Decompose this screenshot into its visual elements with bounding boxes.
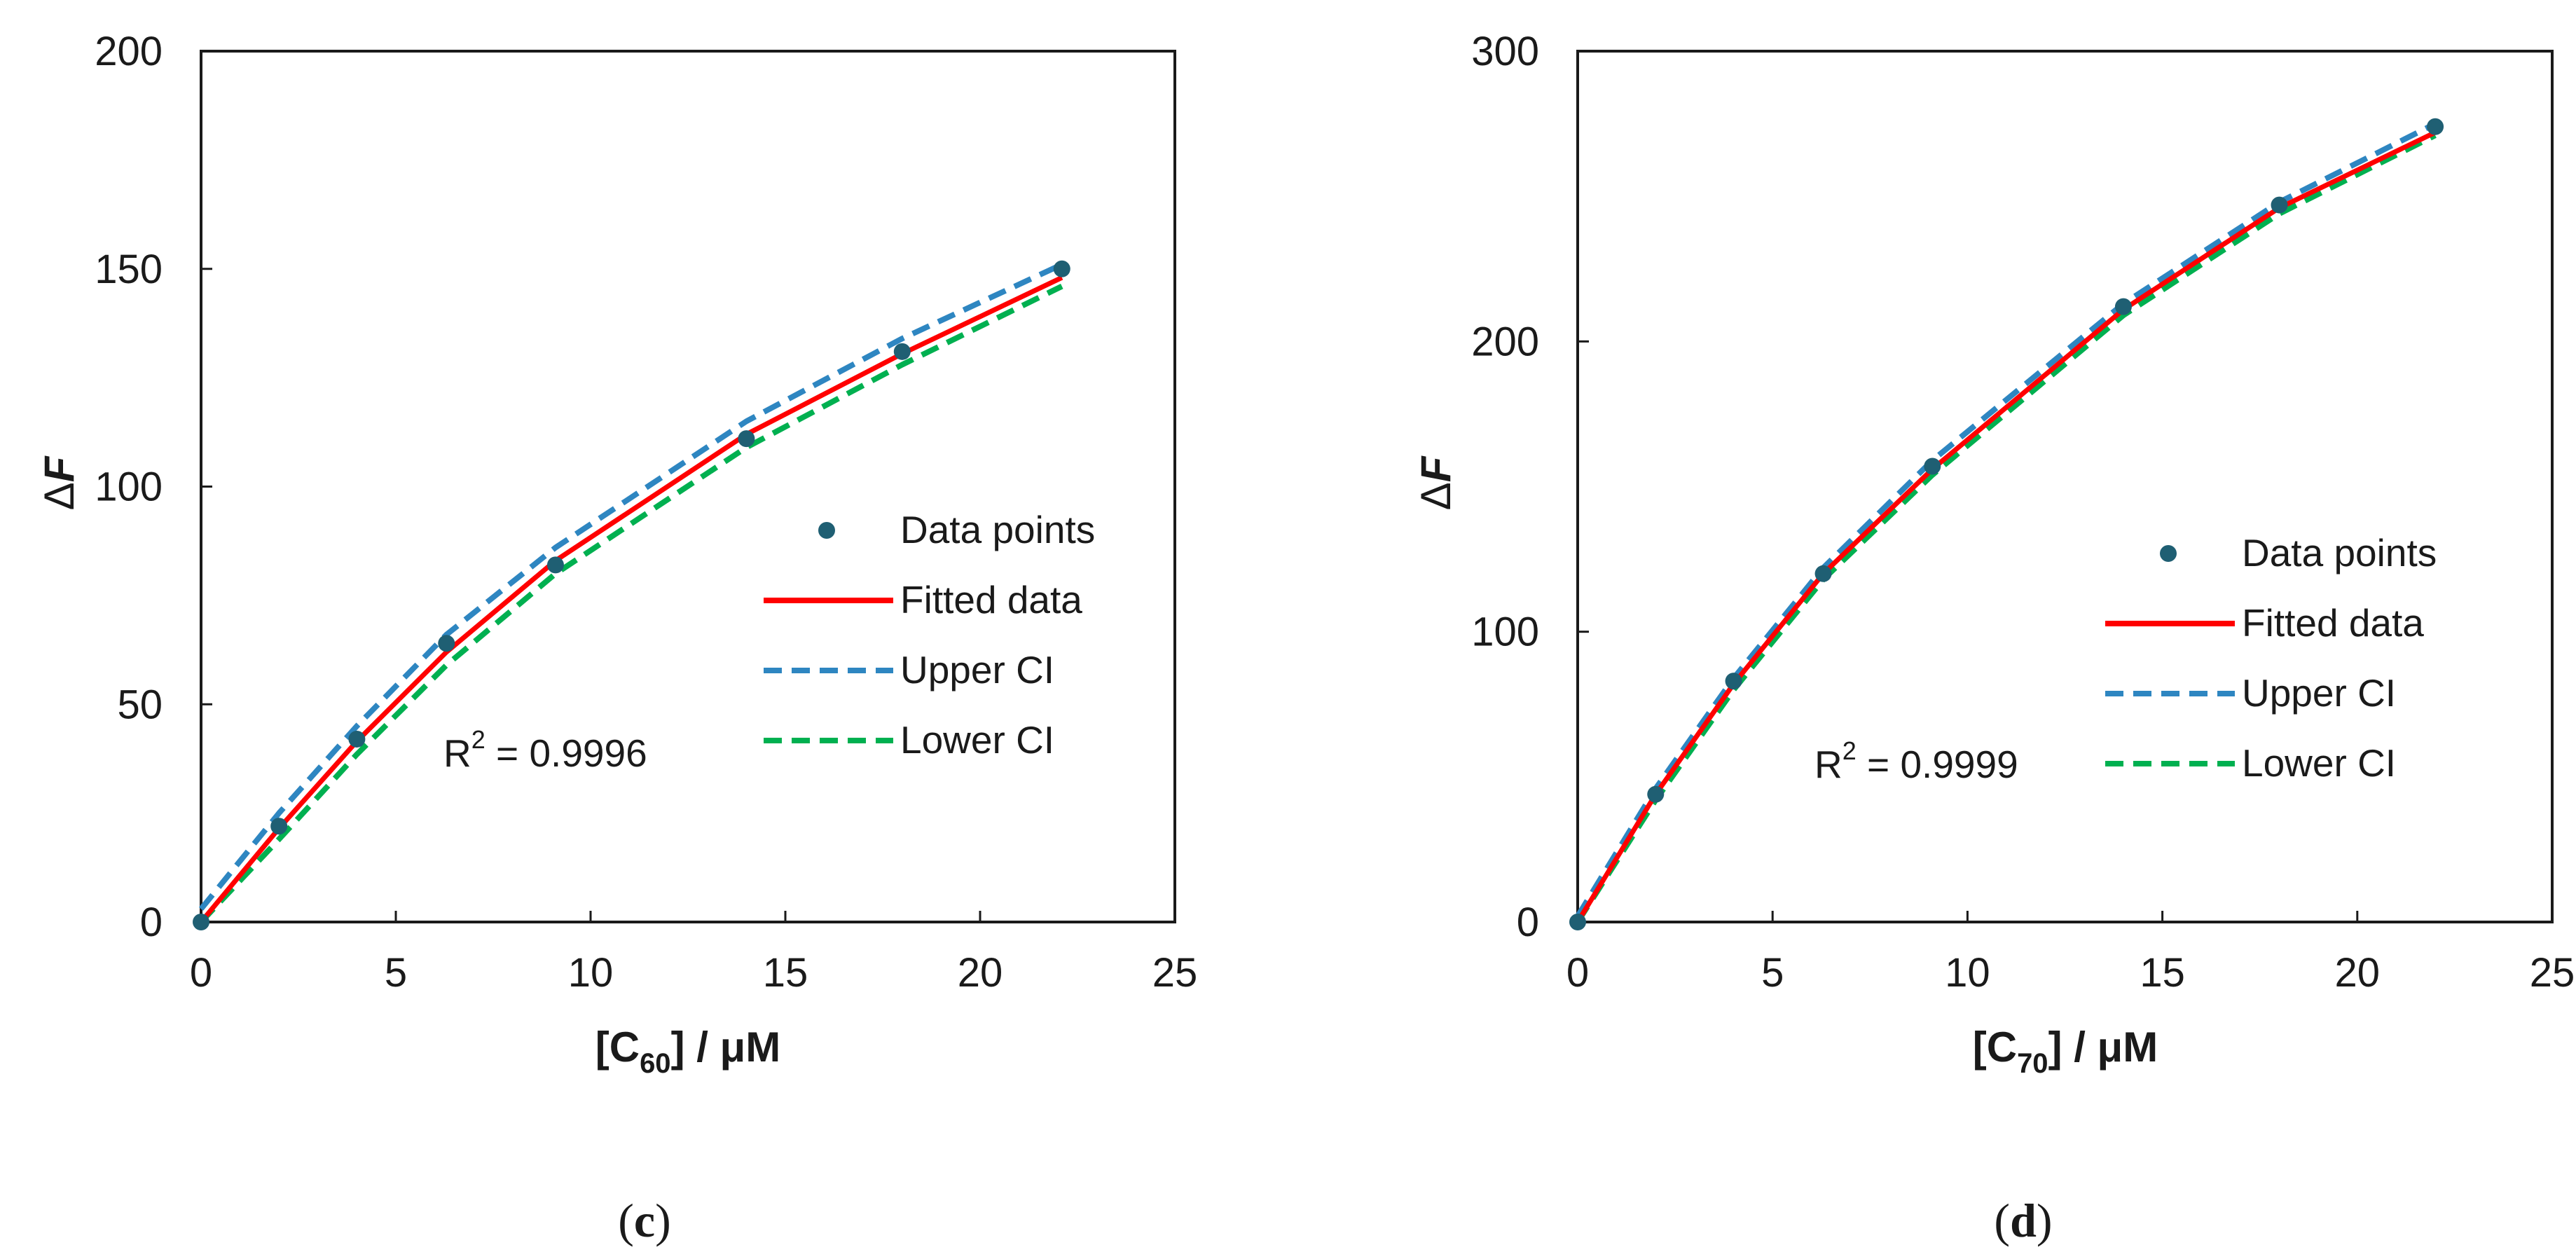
y-axis-label: ΔF bbox=[1412, 455, 1459, 510]
data-point bbox=[1924, 457, 1941, 475]
y-tick-label: 300 bbox=[1471, 29, 1539, 74]
axis-label-part: ] / μM bbox=[2048, 1024, 2158, 1071]
x-tick-label: 0 bbox=[1566, 950, 1589, 996]
legend-label: Data points bbox=[2242, 531, 2437, 575]
axis-label-part: F bbox=[1412, 455, 1459, 482]
r-squared-annotation: R2 = 0.9999 bbox=[1814, 736, 2018, 786]
data-point bbox=[893, 343, 911, 360]
axis-label-part: Δ bbox=[1412, 482, 1459, 510]
legend-label: Upper CI bbox=[2242, 671, 2396, 715]
series-line-upper-ci bbox=[198, 261, 1063, 911]
data-point bbox=[2427, 118, 2444, 135]
data-point bbox=[348, 730, 366, 748]
data-point bbox=[2271, 196, 2288, 214]
series-line-fitted-data bbox=[1576, 130, 2437, 923]
x-tick-label: 20 bbox=[958, 950, 1003, 996]
panel-label-letter: d bbox=[2010, 1194, 2037, 1247]
panel-label-paren: ) bbox=[655, 1194, 671, 1247]
annotation-part: = 0.9996 bbox=[485, 731, 647, 775]
data-point bbox=[1725, 673, 1742, 690]
chart-panel-c: 0 5 10 15 20 25 0 50 100 150 200 Data points Fitted … bbox=[36, 29, 1197, 1247]
legend-marker-data-points bbox=[818, 522, 835, 539]
y-tick-label: 200 bbox=[1471, 319, 1539, 364]
panel-label-paren: ) bbox=[2037, 1194, 2053, 1247]
data-point bbox=[738, 430, 755, 448]
legend-label: Data points bbox=[900, 508, 1095, 551]
panel-label-letter: c bbox=[634, 1194, 655, 1247]
y-tick-label: 100 bbox=[1471, 610, 1539, 655]
data-point bbox=[1647, 785, 1665, 803]
panel-label-paren: ( bbox=[618, 1194, 634, 1247]
x-tick-label: 15 bbox=[2140, 950, 2185, 996]
y-tick-label: 100 bbox=[95, 465, 163, 510]
series-line-fitted-data bbox=[199, 275, 1063, 924]
y-tick-label: 50 bbox=[117, 682, 163, 727]
legend-marker-data-points bbox=[2160, 545, 2177, 562]
annotation-part: R bbox=[1814, 743, 1843, 786]
legend-label: Lower CI bbox=[2242, 741, 2396, 785]
panel-label: (d) bbox=[1994, 1194, 2052, 1247]
data-point bbox=[193, 914, 209, 930]
axis-label-part: ] / μM bbox=[671, 1024, 781, 1071]
y-tick-label: 0 bbox=[1517, 900, 1539, 945]
legend-label: Upper CI bbox=[900, 648, 1054, 692]
axis-label-subscript: 60 bbox=[640, 1048, 671, 1079]
x-tick-label: 5 bbox=[1761, 950, 1784, 996]
series-line-upper-ci bbox=[1575, 121, 2437, 918]
data-point bbox=[270, 818, 288, 835]
x-tick-label: 25 bbox=[1152, 950, 1198, 996]
legend-label: Lower CI bbox=[900, 718, 1054, 762]
annotation-superscript: 2 bbox=[1843, 736, 1857, 765]
annotation-superscript: 2 bbox=[471, 725, 485, 754]
data-point bbox=[438, 635, 455, 652]
x-axis-label: [C70] / μM bbox=[1973, 1024, 2158, 1079]
x-tick-label: 5 bbox=[385, 950, 407, 996]
y-axis-label: ΔF bbox=[36, 455, 83, 510]
panel-label: (c) bbox=[618, 1194, 671, 1247]
data-point bbox=[1569, 914, 1586, 930]
panel-label-paren: ( bbox=[1994, 1194, 2010, 1247]
data-point bbox=[546, 556, 564, 574]
legend-label: Fitted data bbox=[900, 578, 1082, 621]
annotation-part: R bbox=[443, 731, 471, 775]
y-tick-label: 200 bbox=[95, 29, 163, 74]
y-tick-label: 150 bbox=[95, 247, 163, 292]
annotation-part: = 0.9999 bbox=[1857, 743, 2018, 786]
data-point bbox=[1814, 565, 1832, 582]
axis-label-part: [C bbox=[1973, 1024, 2017, 1071]
x-tick-label: 15 bbox=[763, 950, 808, 996]
data-point bbox=[2114, 298, 2132, 315]
series-line-lower-ci bbox=[199, 284, 1063, 924]
x-tick-label: 20 bbox=[2335, 950, 2381, 996]
x-tick-label: 25 bbox=[2530, 950, 2575, 996]
data-point bbox=[1053, 260, 1070, 277]
x-tick-label: 10 bbox=[1945, 950, 1990, 996]
y-tick-label: 0 bbox=[140, 900, 163, 945]
axis-label-subscript: 70 bbox=[2017, 1048, 2048, 1079]
axis-label-part: F bbox=[36, 455, 83, 482]
x-tick-label: 0 bbox=[190, 950, 212, 996]
plot-area-frame bbox=[1576, 50, 2554, 923]
x-axis-label: [C60] / μM bbox=[595, 1024, 781, 1079]
chart-panel-d: 0 5 10 15 20 25 0 100 200 300 Data points Fitted da… bbox=[1412, 29, 2575, 1247]
r-squared-annotation: R2 = 0.9996 bbox=[443, 725, 647, 775]
legend-label: Fitted data bbox=[2242, 601, 2424, 645]
x-tick-label: 10 bbox=[568, 950, 614, 996]
axis-label-part: Δ bbox=[36, 482, 83, 510]
axis-label-part: [C bbox=[595, 1024, 640, 1071]
